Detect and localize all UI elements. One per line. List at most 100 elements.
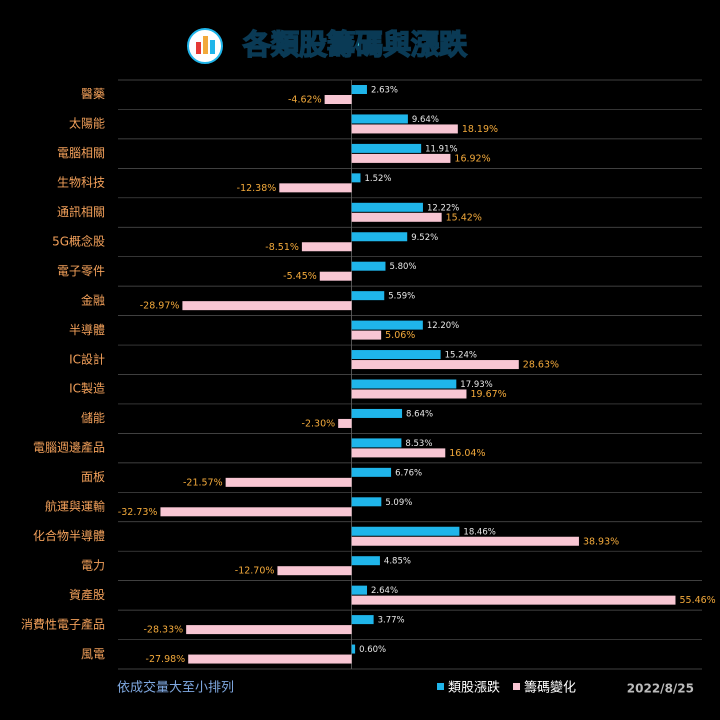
bar	[351, 261, 386, 271]
bar	[351, 595, 676, 605]
data-label: 18.46%	[463, 527, 495, 537]
data-label: 2.63%	[371, 86, 398, 96]
category-label: 電腦相關	[57, 145, 105, 160]
bar	[277, 566, 352, 576]
bar	[351, 232, 408, 242]
bar	[351, 360, 519, 370]
category-label: 面板	[81, 470, 105, 484]
logo	[187, 28, 223, 64]
category-label: IC製造	[69, 382, 105, 396]
category-label: 電子零件	[57, 264, 105, 278]
bar	[351, 85, 367, 94]
bar	[351, 556, 380, 566]
bar	[351, 330, 382, 340]
bar	[351, 536, 579, 546]
data-label: 15.24%	[445, 351, 477, 361]
data-label: 15.42%	[446, 212, 482, 223]
category-label: 消費性電子產品	[21, 616, 105, 631]
bar	[182, 301, 352, 311]
bar	[225, 477, 352, 487]
data-label: -4.62%	[288, 95, 322, 106]
bar	[351, 212, 442, 222]
category-label: 通訊相關	[57, 204, 105, 219]
bar	[351, 350, 441, 360]
data-label: 12.20%	[427, 321, 459, 331]
data-label: 4.85%	[384, 557, 411, 567]
data-label: 19.67%	[470, 389, 506, 400]
data-label: 5.80%	[389, 262, 416, 272]
category-label: 化合物半導體	[33, 528, 105, 543]
bar	[351, 615, 374, 625]
data-label: 1.52%	[364, 174, 391, 184]
bar	[351, 438, 402, 448]
data-label: 55.46%	[679, 595, 715, 606]
bar	[351, 497, 382, 507]
category-label: 5G概念股	[52, 233, 105, 248]
category-label: 金融	[81, 292, 105, 307]
bar	[351, 389, 467, 399]
bar	[160, 507, 352, 517]
category-label: 醫藥	[81, 87, 105, 101]
bar	[319, 271, 352, 281]
data-label: -28.33%	[143, 625, 183, 636]
date: 2022/8/25	[627, 682, 694, 696]
category-label: 航運與運輸	[45, 499, 105, 514]
category-label: 風電	[81, 647, 105, 661]
data-label: 5.59%	[388, 292, 415, 302]
legend-label: 類股漲跌	[448, 680, 500, 696]
data-label: 9.64%	[412, 115, 439, 125]
data-label: -27.98%	[146, 654, 186, 665]
bar	[351, 526, 460, 536]
data-label: -8.51%	[265, 242, 299, 253]
bar	[351, 291, 385, 301]
data-label: 18.19%	[462, 124, 498, 135]
category-label: 電力	[81, 558, 105, 572]
data-label: 8.64%	[406, 409, 433, 419]
data-label: 16.92%	[454, 153, 490, 164]
bar	[351, 408, 403, 418]
bar	[186, 625, 352, 635]
category-label: 資產股	[69, 587, 105, 602]
data-label: -21.57%	[183, 477, 223, 488]
data-label: 3.77%	[378, 616, 405, 626]
bar	[301, 242, 352, 252]
data-label: -32.73%	[118, 507, 158, 518]
data-label: 17.93%	[460, 380, 492, 390]
bar	[351, 585, 368, 595]
category-label: 儲能	[81, 411, 105, 425]
bar	[351, 173, 361, 183]
chart-title: 各類股籌碼與漲跌	[242, 28, 467, 61]
bar	[338, 418, 352, 428]
bar	[351, 153, 451, 163]
bar	[324, 95, 352, 104]
data-label: -5.45%	[283, 271, 317, 282]
data-label: 0.60%	[359, 645, 386, 655]
data-label: -2.30%	[302, 418, 336, 429]
data-label: 16.04%	[449, 448, 485, 459]
data-label: 5.09%	[385, 498, 412, 508]
category-label: IC設計	[69, 351, 105, 366]
data-label: 11.91%	[425, 144, 457, 154]
legend-swatch	[513, 683, 520, 690]
bar	[351, 124, 458, 134]
data-label: 8.53%	[405, 439, 432, 449]
category-label: 半導體	[69, 323, 105, 337]
bar	[351, 467, 392, 477]
data-label: 38.93%	[583, 536, 619, 547]
bar	[188, 654, 352, 664]
data-label: 28.63%	[523, 360, 559, 371]
bar	[351, 448, 446, 458]
bar	[279, 183, 352, 193]
data-label: 2.64%	[371, 586, 398, 596]
data-label: -12.70%	[235, 566, 275, 577]
bar	[351, 202, 423, 212]
data-label: 12.22%	[427, 203, 459, 213]
data-label: -12.38%	[237, 183, 277, 194]
legend-label: 籌碼變化	[524, 680, 576, 696]
category-label: 太陽能	[69, 116, 105, 131]
data-label: -28.97%	[140, 301, 180, 312]
data-label: 6.76%	[395, 468, 422, 478]
data-label: 9.52%	[411, 233, 438, 243]
